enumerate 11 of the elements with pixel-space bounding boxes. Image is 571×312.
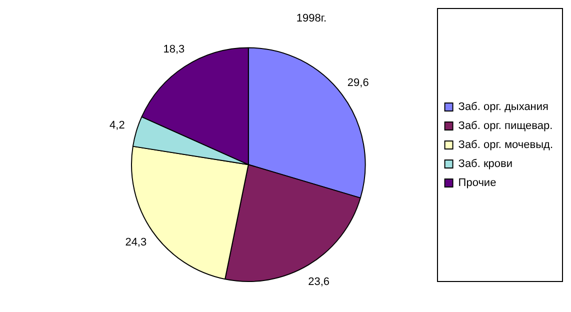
chart-title: 1998г.	[296, 12, 327, 25]
legend-label: Заб. орг. пищевар.	[458, 120, 553, 132]
data-label: 23,6	[308, 276, 330, 288]
data-label: 18,3	[163, 44, 185, 56]
legend-label: Заб. крови	[458, 158, 513, 170]
data-label: 4,2	[110, 120, 125, 132]
data-label: 29,6	[347, 76, 369, 89]
legend-label: Прочие	[458, 177, 496, 190]
legend-label: Заб. орг. мочевыд.	[458, 139, 553, 152]
data-label: 24,3	[125, 236, 147, 249]
legend-label: Заб. орг. дыхания	[458, 101, 549, 114]
